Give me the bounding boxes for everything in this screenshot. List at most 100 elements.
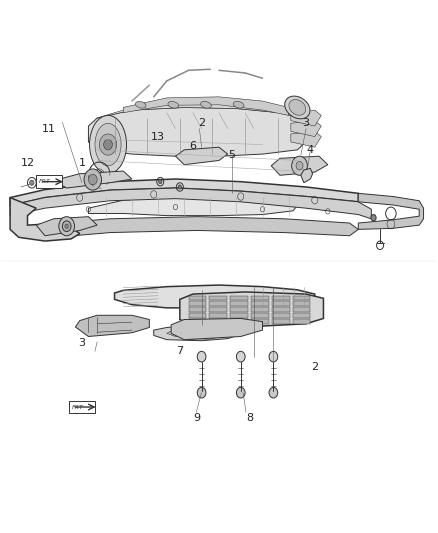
Text: 4: 4 xyxy=(307,145,314,155)
Polygon shape xyxy=(154,325,241,341)
Text: 6: 6 xyxy=(189,141,196,151)
Polygon shape xyxy=(358,193,424,229)
Polygon shape xyxy=(251,308,268,312)
Polygon shape xyxy=(188,302,206,306)
Text: FRT: FRT xyxy=(39,179,51,184)
Polygon shape xyxy=(293,302,311,306)
Polygon shape xyxy=(209,313,227,318)
Circle shape xyxy=(99,134,117,155)
Polygon shape xyxy=(272,308,290,312)
Circle shape xyxy=(292,156,307,175)
Polygon shape xyxy=(171,318,262,340)
Text: 13: 13 xyxy=(151,132,165,142)
Polygon shape xyxy=(272,302,290,306)
FancyBboxPatch shape xyxy=(69,401,95,414)
Text: 11: 11 xyxy=(42,124,56,134)
Polygon shape xyxy=(88,108,306,156)
Polygon shape xyxy=(115,285,315,308)
Circle shape xyxy=(269,351,278,362)
Polygon shape xyxy=(167,327,228,336)
Polygon shape xyxy=(10,188,371,219)
Ellipse shape xyxy=(135,101,146,108)
Polygon shape xyxy=(251,319,268,324)
Circle shape xyxy=(197,351,206,362)
Polygon shape xyxy=(209,308,227,312)
Polygon shape xyxy=(272,319,290,324)
Polygon shape xyxy=(53,171,132,188)
Polygon shape xyxy=(123,97,289,115)
Text: 1: 1 xyxy=(78,158,85,168)
Ellipse shape xyxy=(89,115,127,174)
Polygon shape xyxy=(230,302,248,306)
Polygon shape xyxy=(271,156,328,175)
Polygon shape xyxy=(293,319,311,324)
Polygon shape xyxy=(230,313,248,318)
Polygon shape xyxy=(301,168,313,183)
Ellipse shape xyxy=(178,324,221,340)
Polygon shape xyxy=(75,316,149,336)
Text: FRT: FRT xyxy=(72,405,84,409)
Circle shape xyxy=(237,351,245,362)
Circle shape xyxy=(59,216,74,236)
Polygon shape xyxy=(291,120,321,136)
Polygon shape xyxy=(180,292,323,327)
Polygon shape xyxy=(10,179,358,206)
Text: 9: 9 xyxy=(194,413,201,423)
Polygon shape xyxy=(291,110,321,126)
Ellipse shape xyxy=(233,101,244,108)
Polygon shape xyxy=(188,313,206,318)
Ellipse shape xyxy=(285,96,310,119)
Circle shape xyxy=(84,169,102,190)
Polygon shape xyxy=(188,296,206,301)
Polygon shape xyxy=(176,147,228,165)
Polygon shape xyxy=(291,131,321,147)
Polygon shape xyxy=(209,296,227,301)
Polygon shape xyxy=(97,101,306,119)
Polygon shape xyxy=(293,313,311,318)
Polygon shape xyxy=(188,319,206,324)
Text: 3: 3 xyxy=(303,118,310,128)
Ellipse shape xyxy=(95,123,121,166)
Polygon shape xyxy=(230,296,248,301)
Circle shape xyxy=(104,139,113,150)
Ellipse shape xyxy=(289,100,306,115)
Polygon shape xyxy=(293,308,311,312)
Text: 12: 12 xyxy=(21,158,35,168)
Polygon shape xyxy=(230,308,248,312)
FancyBboxPatch shape xyxy=(36,175,62,188)
Polygon shape xyxy=(272,313,290,318)
Polygon shape xyxy=(251,313,268,318)
Circle shape xyxy=(237,387,245,398)
Polygon shape xyxy=(272,296,290,301)
Circle shape xyxy=(65,224,68,228)
Polygon shape xyxy=(88,197,297,216)
Circle shape xyxy=(88,174,97,185)
Circle shape xyxy=(178,185,182,189)
Polygon shape xyxy=(251,296,268,301)
Text: 2: 2 xyxy=(198,118,205,128)
Ellipse shape xyxy=(201,101,211,108)
Text: 3: 3 xyxy=(78,338,85,349)
Polygon shape xyxy=(230,319,248,324)
Circle shape xyxy=(30,180,34,185)
Polygon shape xyxy=(251,302,268,306)
Circle shape xyxy=(62,221,71,231)
Circle shape xyxy=(371,215,376,221)
Polygon shape xyxy=(28,216,358,239)
Circle shape xyxy=(296,161,303,170)
Polygon shape xyxy=(188,308,206,312)
Circle shape xyxy=(197,387,206,398)
Polygon shape xyxy=(209,319,227,324)
Polygon shape xyxy=(293,296,311,301)
Polygon shape xyxy=(36,216,97,236)
Circle shape xyxy=(159,180,162,184)
Text: 8: 8 xyxy=(246,413,253,423)
Polygon shape xyxy=(10,198,80,241)
Text: 2: 2 xyxy=(311,362,318,372)
Ellipse shape xyxy=(185,327,214,337)
Text: 7: 7 xyxy=(176,346,184,357)
Ellipse shape xyxy=(168,101,179,108)
Text: 5: 5 xyxy=(229,150,236,160)
Polygon shape xyxy=(209,302,227,306)
Circle shape xyxy=(269,387,278,398)
